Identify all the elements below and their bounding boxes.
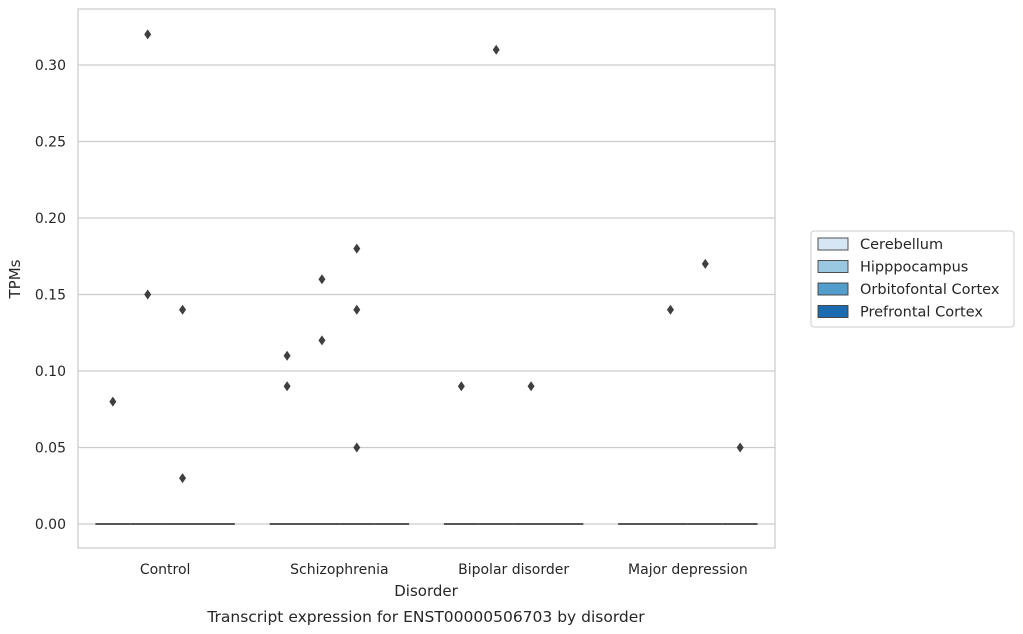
- outlier-point: [353, 442, 361, 453]
- legend-swatch: [817, 237, 849, 251]
- legend-swatch: [817, 260, 849, 273]
- outlier-points: [109, 29, 744, 484]
- y-tick-label: 0.30: [35, 58, 66, 74]
- legend-label: Prefrontal Cortex: [860, 305, 983, 321]
- outlier-point: [701, 258, 709, 269]
- outlier-point: [457, 381, 465, 392]
- y-tick-label: 0.00: [35, 517, 66, 533]
- x-tick-label: Schizophrenia: [290, 562, 388, 578]
- legend-frame: [810, 230, 1015, 328]
- outlier-point: [736, 442, 744, 453]
- outlier-point: [109, 396, 117, 407]
- legend-label: Hipppocampus: [860, 260, 968, 276]
- outlier-point: [666, 304, 674, 315]
- outlier-point: [144, 29, 152, 40]
- y-tick-label: 0.10: [35, 364, 66, 380]
- outlier-point: [353, 304, 361, 315]
- x-tick-label: Bipolar disorder: [458, 562, 569, 578]
- y-axis-ticks: 0.00 0.05 0.10 0.15 0.20 0.25 0.30: [35, 58, 66, 533]
- y-axis-label: TPMs: [6, 259, 24, 299]
- outlier-point: [353, 243, 361, 254]
- legend-label: Cerebellum: [860, 237, 943, 253]
- outlier-point: [492, 44, 500, 55]
- legend: Cerebellum Hipppocampus Orbitofontal Corte…: [810, 230, 1015, 328]
- x-axis-label: Disorder: [394, 582, 458, 600]
- outlier-point: [144, 289, 152, 300]
- x-tick-label: Control: [140, 562, 191, 578]
- outlier-point: [527, 381, 535, 392]
- x-tick-label: Major depression: [628, 562, 748, 578]
- y-tick-label: 0.15: [35, 288, 66, 304]
- outlier-point: [179, 304, 187, 315]
- outlier-point: [283, 350, 291, 361]
- legend-swatch: [817, 305, 849, 318]
- y-tick-label: 0.20: [35, 211, 66, 227]
- grid-lines: [78, 64, 775, 525]
- y-tick-label: 0.25: [35, 135, 66, 151]
- legend-swatch: [817, 282, 849, 296]
- outlier-point: [179, 473, 187, 484]
- outlier-point: [318, 335, 326, 346]
- outlier-point: [318, 274, 326, 285]
- x-axis-ticks: Control Schizophrenia Bipolar disorder Majo…: [140, 562, 748, 578]
- chart-caption: Transcript expression for ENST0000050670…: [206, 608, 645, 626]
- plot-area-frame: [77, 8, 776, 549]
- legend-label: Orbitofontal Cortex: [860, 282, 1000, 298]
- y-tick-label: 0.05: [35, 441, 66, 457]
- outlier-point: [283, 381, 291, 392]
